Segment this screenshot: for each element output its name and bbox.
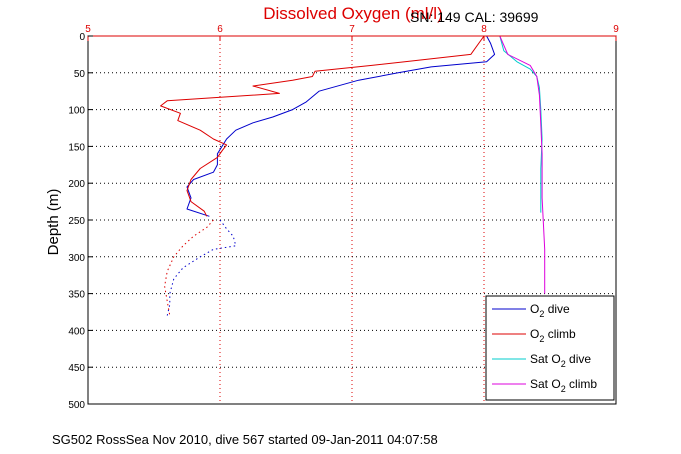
x-tick-label: 6 (217, 24, 223, 35)
y-tick-label: 450 (68, 363, 85, 374)
y-tick-label: 50 (74, 69, 86, 80)
y-tick-labels: 0 50 100 150 200 250 300 350 400 450 500 (68, 32, 85, 411)
x-tick-label: 7 (349, 24, 355, 35)
legend-entry: O2 climb (530, 327, 576, 344)
tick-marks (87, 35, 617, 405)
y-tick-label: 0 (79, 32, 85, 43)
y-tick-label: 200 (68, 179, 85, 190)
serial-calibration-annotation: SN: 149 CAL: 39699 (410, 9, 539, 25)
y-tick-label: 300 (68, 253, 85, 264)
legend-entry: Sat O2 climb (530, 377, 597, 394)
series-line-2 (160, 35, 485, 217)
series-line-1 (166, 219, 237, 316)
y-tick-label: 100 (68, 106, 85, 117)
series-line-4 (499, 35, 543, 213)
y-tick-label: 150 (68, 142, 85, 153)
x-tick-label: 8 (481, 24, 487, 35)
legend-entry: Sat O2 dive (530, 352, 591, 369)
y-tick-label: 400 (68, 326, 85, 337)
y-axis-label: Depth (m) (45, 189, 62, 256)
series-group (160, 35, 546, 316)
legend: O2 dive O2 climb Sat O2 dive Sat O2 climb (485, 295, 615, 401)
legend-entry: O2 dive (530, 302, 570, 319)
y-tick-label: 250 (68, 216, 85, 227)
series-line-0 (186, 35, 496, 217)
chart-title: Dissolved Oxygen (ml/l) (263, 4, 443, 23)
y-tick-label: 350 (68, 290, 85, 301)
legend-box (485, 295, 615, 401)
x-tick-label: 9 (613, 24, 619, 35)
dive-footer-text: SG502 RossSea Nov 2010, dive 567 started… (52, 432, 438, 447)
series-line-3 (164, 219, 214, 316)
y-tick-label: 500 (68, 400, 85, 411)
x-tick-label: 5 (85, 24, 91, 35)
series-line-5 (499, 35, 546, 294)
x-tick-labels: 5 6 7 8 9 (85, 24, 619, 35)
